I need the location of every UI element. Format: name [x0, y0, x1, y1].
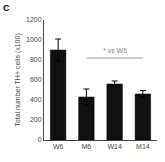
svg-text:1000: 1000 [26, 36, 42, 43]
svg-text:* vs W6: * vs W6 [103, 47, 127, 54]
svg-text:1200: 1200 [26, 16, 42, 23]
svg-text:W14: W14 [107, 143, 122, 150]
svg-text:200: 200 [30, 116, 42, 123]
svg-text:M6: M6 [82, 143, 92, 150]
svg-text:800: 800 [30, 56, 42, 63]
svg-text:W6: W6 [53, 143, 64, 150]
svg-text:C: C [3, 3, 10, 13]
svg-text:0: 0 [38, 136, 42, 143]
svg-text:M14: M14 [136, 143, 150, 150]
svg-text:400: 400 [30, 96, 42, 103]
svg-text:Total number TH+ cells (x100): Total number TH+ cells (x100) [14, 33, 22, 126]
svg-text:600: 600 [30, 76, 42, 83]
